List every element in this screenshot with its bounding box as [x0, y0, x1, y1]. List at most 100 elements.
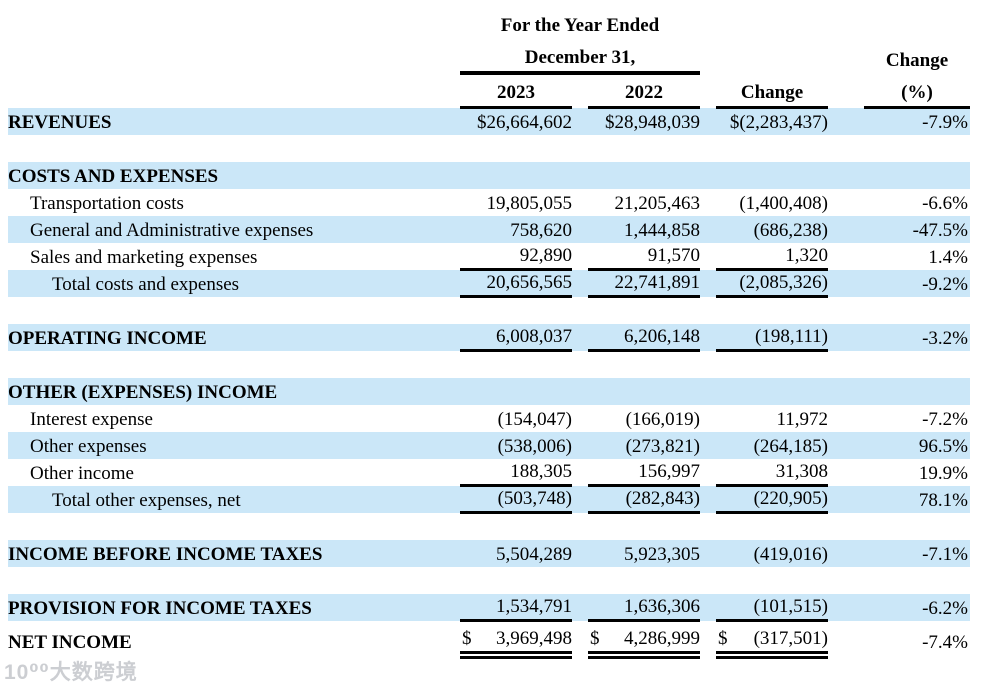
column-spacer	[572, 161, 588, 189]
row-spacer	[8, 350, 970, 378]
column-spacer	[828, 459, 864, 486]
cell-2023: (154,047)	[497, 408, 572, 430]
cell-2022: 21,205,463	[614, 192, 701, 214]
cell-change: (198,111)	[716, 323, 828, 352]
column-spacer	[700, 593, 716, 621]
header-corner	[8, 38, 460, 73]
column-spacer	[700, 189, 716, 216]
cell-change	[716, 377, 828, 405]
table-row-costs-and-expenses-header: COSTS AND EXPENSES	[8, 161, 970, 189]
cell-2022: $28,948,039	[588, 107, 700, 135]
cell-2023	[460, 377, 572, 405]
table-row-spacer-1	[8, 134, 970, 162]
cell-change-pct: -7.9%	[864, 107, 970, 135]
column-spacer	[828, 161, 864, 189]
cell-change	[716, 161, 828, 189]
cell-2023: 20,656,565	[460, 269, 572, 298]
col-header-2023: 2023	[460, 73, 572, 109]
cell-change-pct: 96.5%	[864, 431, 970, 459]
column-spacer	[700, 539, 716, 567]
cell-change-pct: -7.2%	[922, 408, 968, 430]
column-spacer	[572, 189, 588, 216]
column-spacer	[700, 269, 716, 297]
col-header-change-pct-line2: (%)	[864, 73, 970, 109]
table-row-spacer-5	[8, 566, 970, 594]
amount-value: 4,286,999	[624, 627, 700, 649]
cell-change-pct: 1.4%	[928, 246, 968, 268]
table-row-net-income: NET INCOME $3,969,498 $4,286,999 $ (317,501)…	[8, 620, 970, 659]
cell-label: OTHER (EXPENSES) INCOME	[8, 377, 460, 405]
column-spacer	[828, 431, 864, 459]
table-row-interest-expense: Interest expense (154,047) (166,019) 11,972…	[8, 405, 970, 432]
column-spacer	[572, 243, 588, 270]
dollar-sign: $	[590, 627, 600, 649]
cell-2023: 1,534,791	[460, 593, 572, 622]
cell-2023: 92,890	[460, 242, 572, 271]
cell-2023: 6,008,037	[460, 323, 572, 352]
row-spacer	[8, 566, 970, 594]
cell-change: (2,085,326)	[716, 269, 828, 298]
cell-2023: $3,969,498	[460, 620, 572, 659]
cell-change: (101,515)	[716, 593, 828, 622]
column-spacer	[572, 593, 588, 621]
header-row-group-title2: December 31, Change	[8, 38, 970, 75]
column-spacer	[828, 539, 864, 567]
column-spacer	[700, 621, 716, 655]
column-spacer	[700, 459, 716, 486]
cell-2022: 1,444,858	[588, 215, 700, 243]
header-row-group-title: For the Year Ended	[8, 12, 970, 38]
column-spacer	[828, 215, 864, 243]
cell-change-pct: -6.6%	[922, 192, 968, 214]
column-spacer	[828, 485, 864, 513]
column-spacer	[572, 377, 588, 405]
column-spacer	[828, 377, 864, 405]
cell-2023: 758,620	[460, 215, 572, 243]
column-spacer	[828, 189, 864, 216]
table-row-provision-for-income-taxes: PROVISION FOR INCOME TAXES 1,534,791 1,636…	[8, 593, 970, 622]
cell-change: (1,400,408)	[739, 192, 828, 214]
year-ended-title-line1: For the Year Ended	[500, 15, 660, 37]
row-spacer	[8, 512, 970, 540]
table-row-spacer-4	[8, 512, 970, 540]
cell-change: $(2,283,437)	[716, 107, 828, 135]
cell-2023: (538,006)	[460, 431, 572, 459]
cell-2022: 156,997	[588, 458, 700, 487]
column-spacer	[828, 38, 864, 73]
cell-label: Sales and marketing expenses	[30, 246, 258, 268]
column-spacer	[828, 323, 864, 351]
cell-change: $ (317,501)	[716, 620, 828, 659]
cell-label: Other expenses	[8, 431, 460, 459]
cell-label: NET INCOME	[8, 631, 132, 653]
column-spacer	[572, 73, 588, 108]
header-corner	[8, 73, 460, 108]
table-row-other-expenses-income-header: OTHER (EXPENSES) INCOME	[8, 377, 970, 405]
column-spacer	[700, 161, 716, 189]
column-spacer	[828, 621, 864, 655]
cell-change-pct: -47.5%	[864, 215, 970, 243]
cell-change-pct: -3.2%	[864, 323, 970, 351]
header-empty	[716, 38, 828, 73]
column-spacer	[700, 215, 716, 243]
table-row-total-other-expenses-net: Total other expenses, net (503,748) (282,8…	[8, 485, 970, 514]
header-row-columns: 2023 2022 Change (%)	[8, 73, 970, 109]
watermark-logo: 10⁰⁰大数跨境	[4, 661, 138, 684]
cell-change: (220,905)	[716, 485, 828, 514]
cell-2022: 6,206,148	[588, 323, 700, 352]
column-spacer	[572, 431, 588, 459]
column-spacer	[828, 269, 864, 297]
cell-change-pct: -6.2%	[864, 593, 970, 621]
cell-label: INCOME BEFORE INCOME TAXES	[8, 539, 460, 567]
column-spacer	[700, 323, 716, 351]
cell-2022: (273,821)	[588, 431, 700, 459]
cell-label: COSTS AND EXPENSES	[8, 161, 460, 189]
cell-label: Interest expense	[30, 408, 153, 430]
year-ended-title-line2: December 31,	[460, 38, 700, 75]
header-empty	[716, 12, 828, 38]
cell-label: Total other expenses, net	[8, 485, 460, 513]
cell-change: (686,238)	[716, 215, 828, 243]
cell-2023: 188,305	[460, 458, 572, 487]
col-header-change: Change	[716, 73, 828, 109]
cell-label: PROVISION FOR INCOME TAXES	[8, 593, 460, 621]
cell-change: (419,016)	[716, 539, 828, 567]
column-spacer	[700, 431, 716, 459]
